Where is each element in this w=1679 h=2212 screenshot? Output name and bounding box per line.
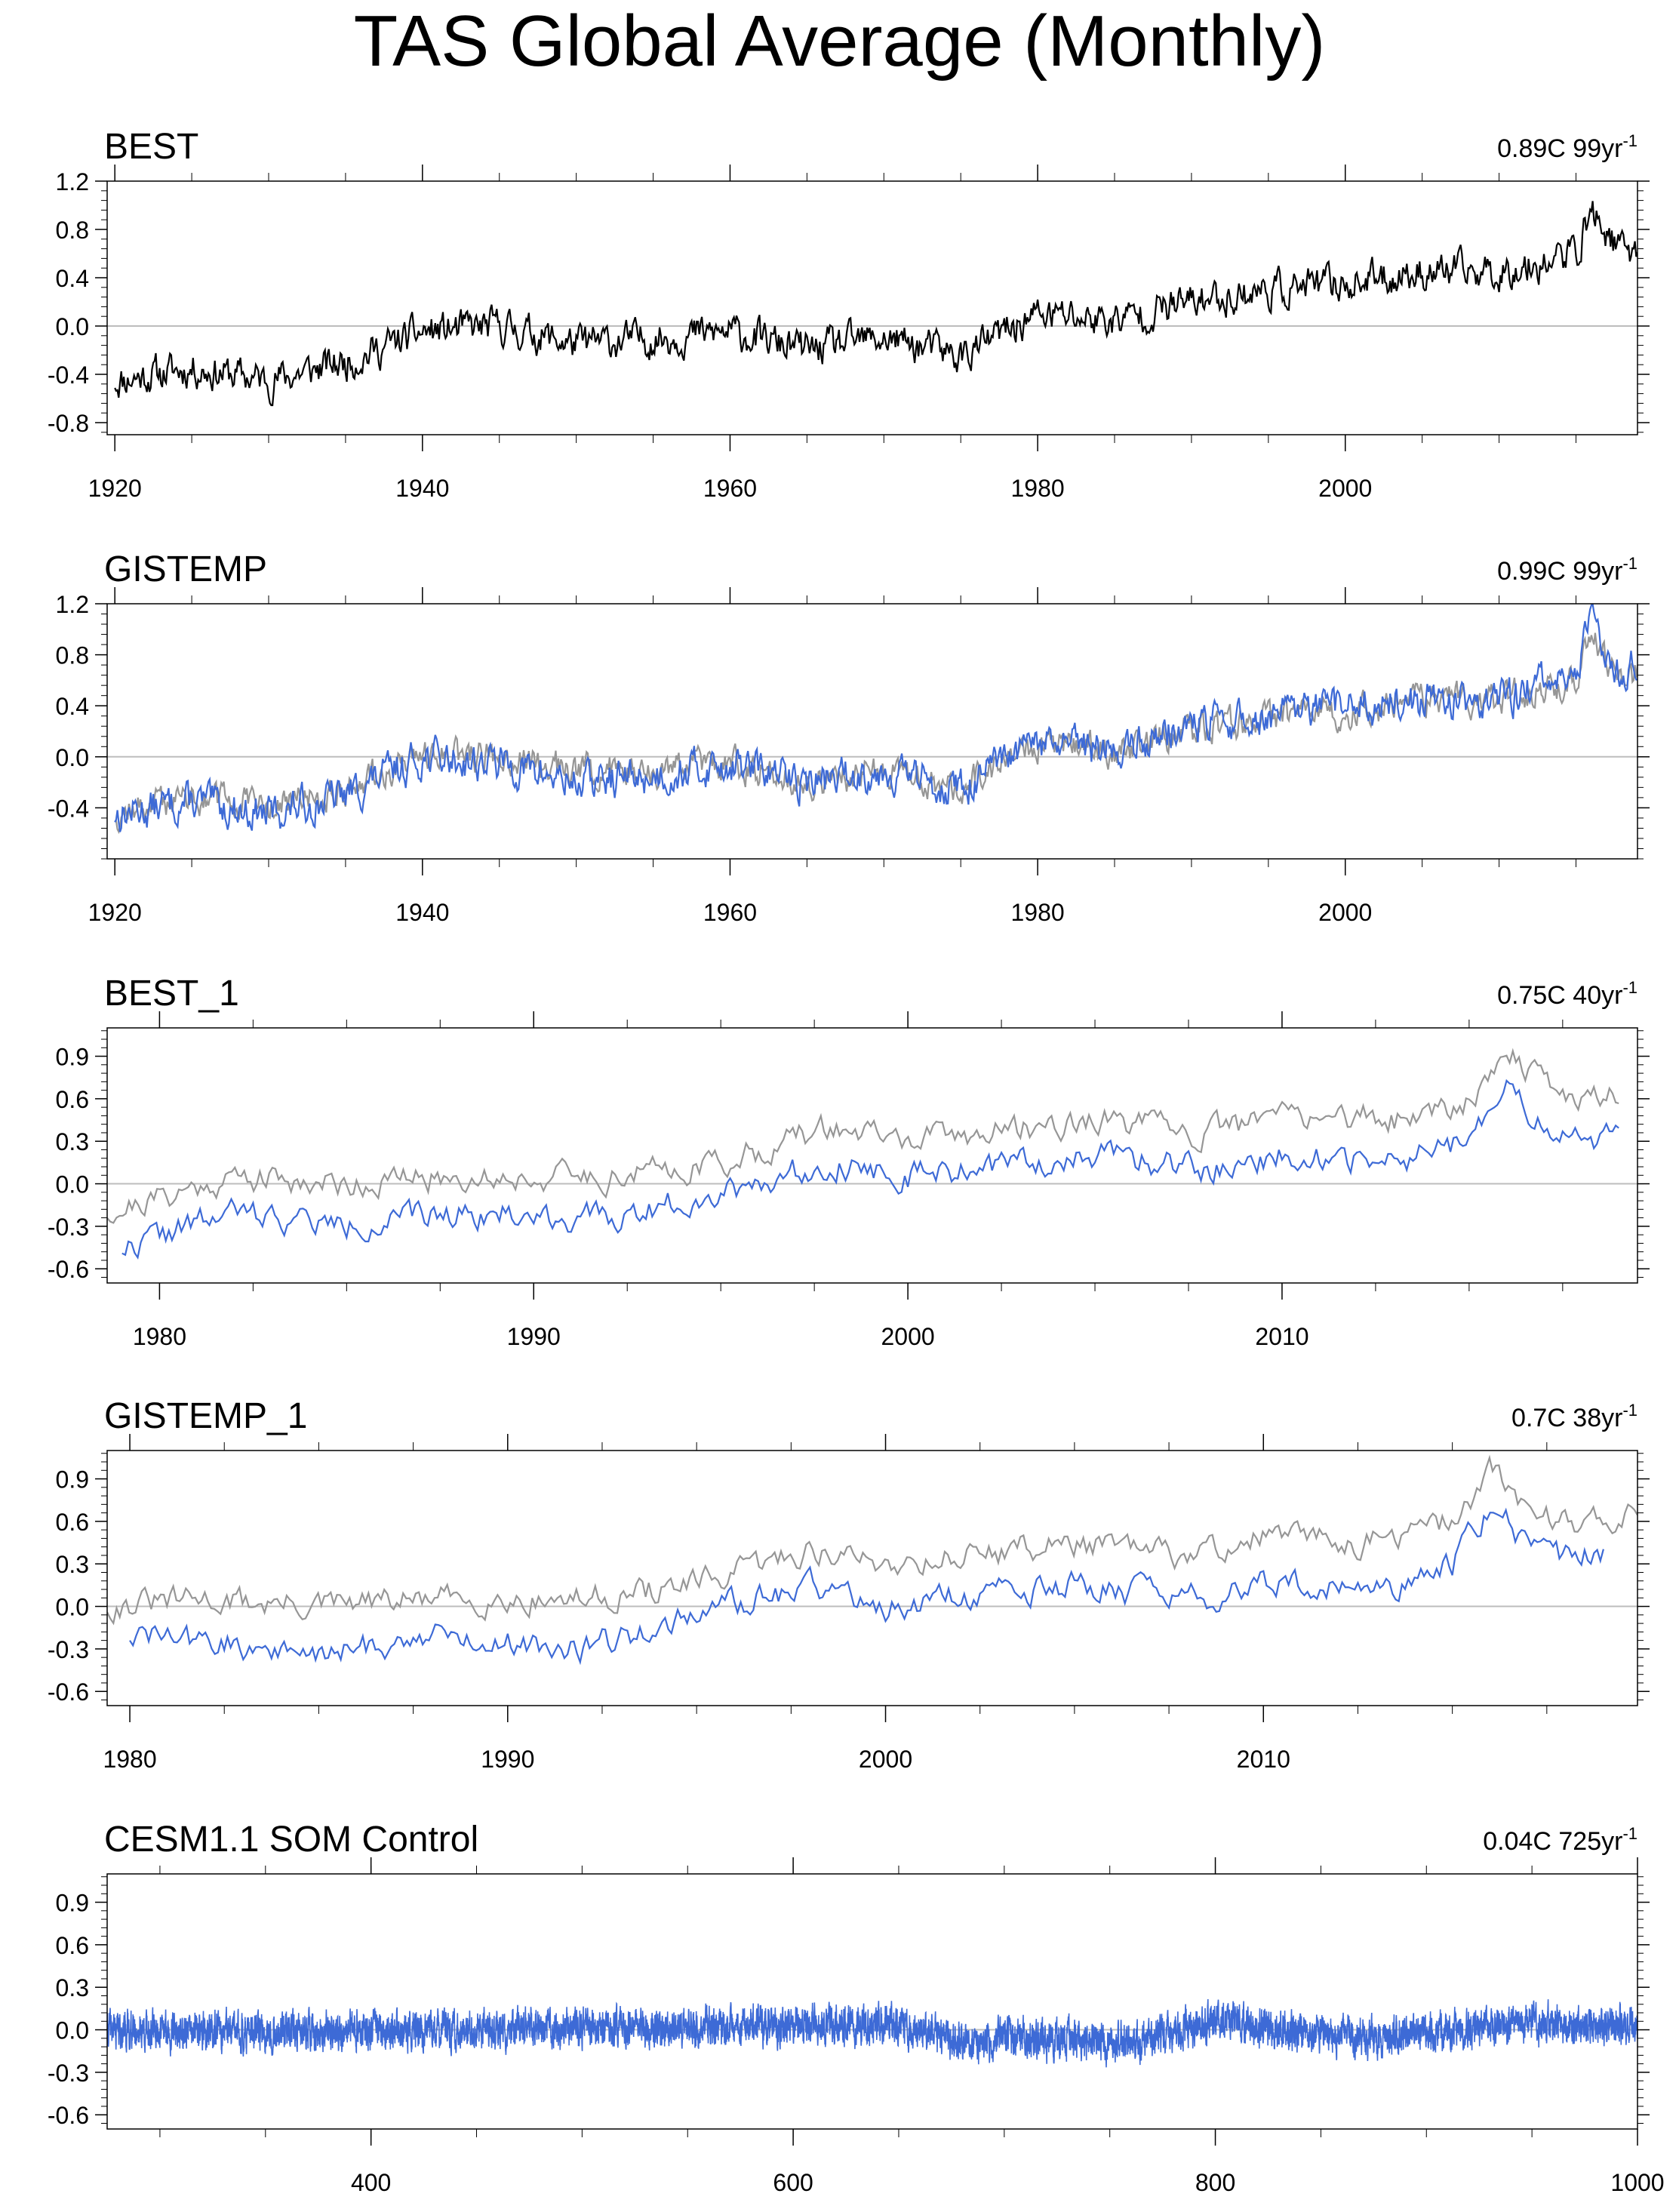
y-tick-label: 0.6 [56, 1509, 89, 1536]
x-tick-label: 2010 [1237, 1746, 1290, 1773]
y-tick-label: -0.3 [48, 1214, 89, 1241]
panel-title: BEST_1 [104, 974, 239, 1014]
y-tick-label: 0.0 [56, 2017, 89, 2044]
y-tick-label: 1.2 [56, 591, 89, 618]
y-tick-label: -0.4 [48, 795, 89, 822]
panel-annotation: 0.7C 38yr-1 [1511, 1401, 1637, 1432]
panel-0: BEST 0.89C 99yr-1 -0.8 -0.4 0.0 0.4 0.8 1.2 1920… [48, 127, 1650, 502]
y-tick-label: 0.0 [56, 1171, 89, 1198]
y-tick-label: 0.0 [56, 313, 89, 340]
y-tick-label: 0.8 [56, 642, 89, 669]
x-tick-label: 1940 [395, 475, 449, 502]
plot-frame [106, 180, 1638, 435]
panel-title: GISTEMP_1 [104, 1396, 307, 1436]
chart-title: TAS Global Average (Monthly) [353, 1, 1326, 82]
y-tick-label: 0.6 [56, 1932, 89, 1959]
y-tick-label: 0.3 [56, 1551, 89, 1578]
x-tick-label: 1000 [1610, 2169, 1664, 2196]
y-tick-label: -0.8 [48, 410, 89, 437]
panel-3: GISTEMP_1 0.7C 38yr-1 -0.6 -0.3 0.0 0.3 0.6 0.9… [48, 1396, 1650, 1773]
x-tick-label: 1980 [133, 1323, 186, 1350]
series-line [121, 1078, 1619, 1260]
x-tick-label: 2010 [1255, 1323, 1308, 1350]
panel-4: CESM1.1 SOM Control 0.04C 725yr-1 -0.6 -0.3… [48, 1820, 1665, 2196]
x-tick-label: 1990 [507, 1323, 561, 1350]
panel-title: CESM1.1 SOM Control [104, 1820, 478, 1860]
x-tick-label: 1990 [481, 1746, 534, 1773]
y-tick-label: 0.0 [56, 1594, 89, 1621]
series-line [107, 1048, 1619, 1224]
y-tick-label: -0.6 [48, 2102, 89, 2129]
y-tick-label: 0.9 [56, 1890, 89, 1917]
y-tick-label: 0.6 [56, 1086, 89, 1113]
series-line [107, 1454, 1637, 1626]
y-tick-label: 1.2 [56, 168, 89, 195]
series-line [107, 1998, 1637, 2068]
y-tick-label: -0.6 [48, 1256, 89, 1283]
x-tick-label: 1960 [703, 475, 757, 502]
series-line [115, 632, 1637, 835]
panel-annotation: 0.89C 99yr-1 [1497, 131, 1637, 163]
series-line [114, 201, 1637, 407]
series-line [114, 604, 1637, 832]
y-tick-label: 0.0 [56, 744, 89, 771]
plot-frame [106, 1450, 1638, 1706]
x-tick-label: 1920 [88, 899, 142, 926]
panel-1: GISTEMP 0.99C 99yr-1 -0.4 0.0 0.4 0.8 1.2 1920 1… [48, 549, 1650, 926]
x-tick-label: 1980 [1011, 475, 1065, 502]
plot-frame [106, 1027, 1638, 1284]
x-tick-label: 600 [773, 2169, 813, 2196]
x-tick-label: 2000 [859, 1746, 912, 1773]
y-tick-label: 0.8 [56, 217, 89, 244]
y-tick-label: -0.6 [48, 1678, 89, 1706]
y-tick-label: 0.4 [56, 265, 89, 292]
x-tick-label: 1920 [88, 475, 142, 502]
x-tick-label: 1980 [1011, 899, 1065, 926]
plot-frame [106, 603, 1638, 860]
series-line [129, 1507, 1604, 1666]
panel-annotation: 0.75C 40yr-1 [1497, 978, 1637, 1010]
panel-title: GISTEMP [104, 549, 267, 589]
panel-annotation: 0.99C 99yr-1 [1497, 554, 1637, 586]
y-tick-label: 0.3 [56, 1974, 89, 2001]
y-tick-label: 0.4 [56, 693, 89, 720]
plot-frame [106, 1873, 1638, 2130]
panel-annotation: 0.04C 725yr-1 [1483, 1824, 1637, 1856]
x-tick-label: 1960 [703, 899, 757, 926]
panel-2: BEST_1 0.75C 40yr-1 -0.6 -0.3 0.0 0.3 0.6 0.9 19… [48, 974, 1650, 1350]
y-tick-label: -0.3 [48, 1636, 89, 1663]
x-tick-label: 400 [351, 2169, 391, 2196]
panel-title: BEST [104, 127, 198, 167]
x-tick-label: 2000 [1318, 899, 1372, 926]
y-tick-label: 0.9 [56, 1466, 89, 1494]
y-tick-label: -0.4 [48, 361, 89, 389]
x-tick-label: 2000 [881, 1323, 935, 1350]
y-tick-label: 0.9 [56, 1044, 89, 1071]
x-tick-label: 2000 [1318, 475, 1372, 502]
y-tick-label: 0.3 [56, 1128, 89, 1155]
x-tick-label: 1980 [103, 1746, 156, 1773]
x-tick-label: 1940 [395, 899, 449, 926]
y-tick-label: -0.3 [48, 2060, 89, 2087]
x-tick-label: 800 [1195, 2169, 1235, 2196]
